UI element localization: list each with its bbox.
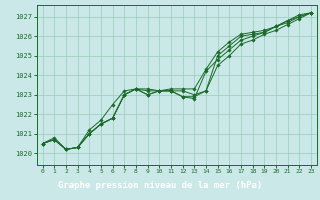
Text: Graphe pression niveau de la mer (hPa): Graphe pression niveau de la mer (hPa) <box>58 182 262 190</box>
